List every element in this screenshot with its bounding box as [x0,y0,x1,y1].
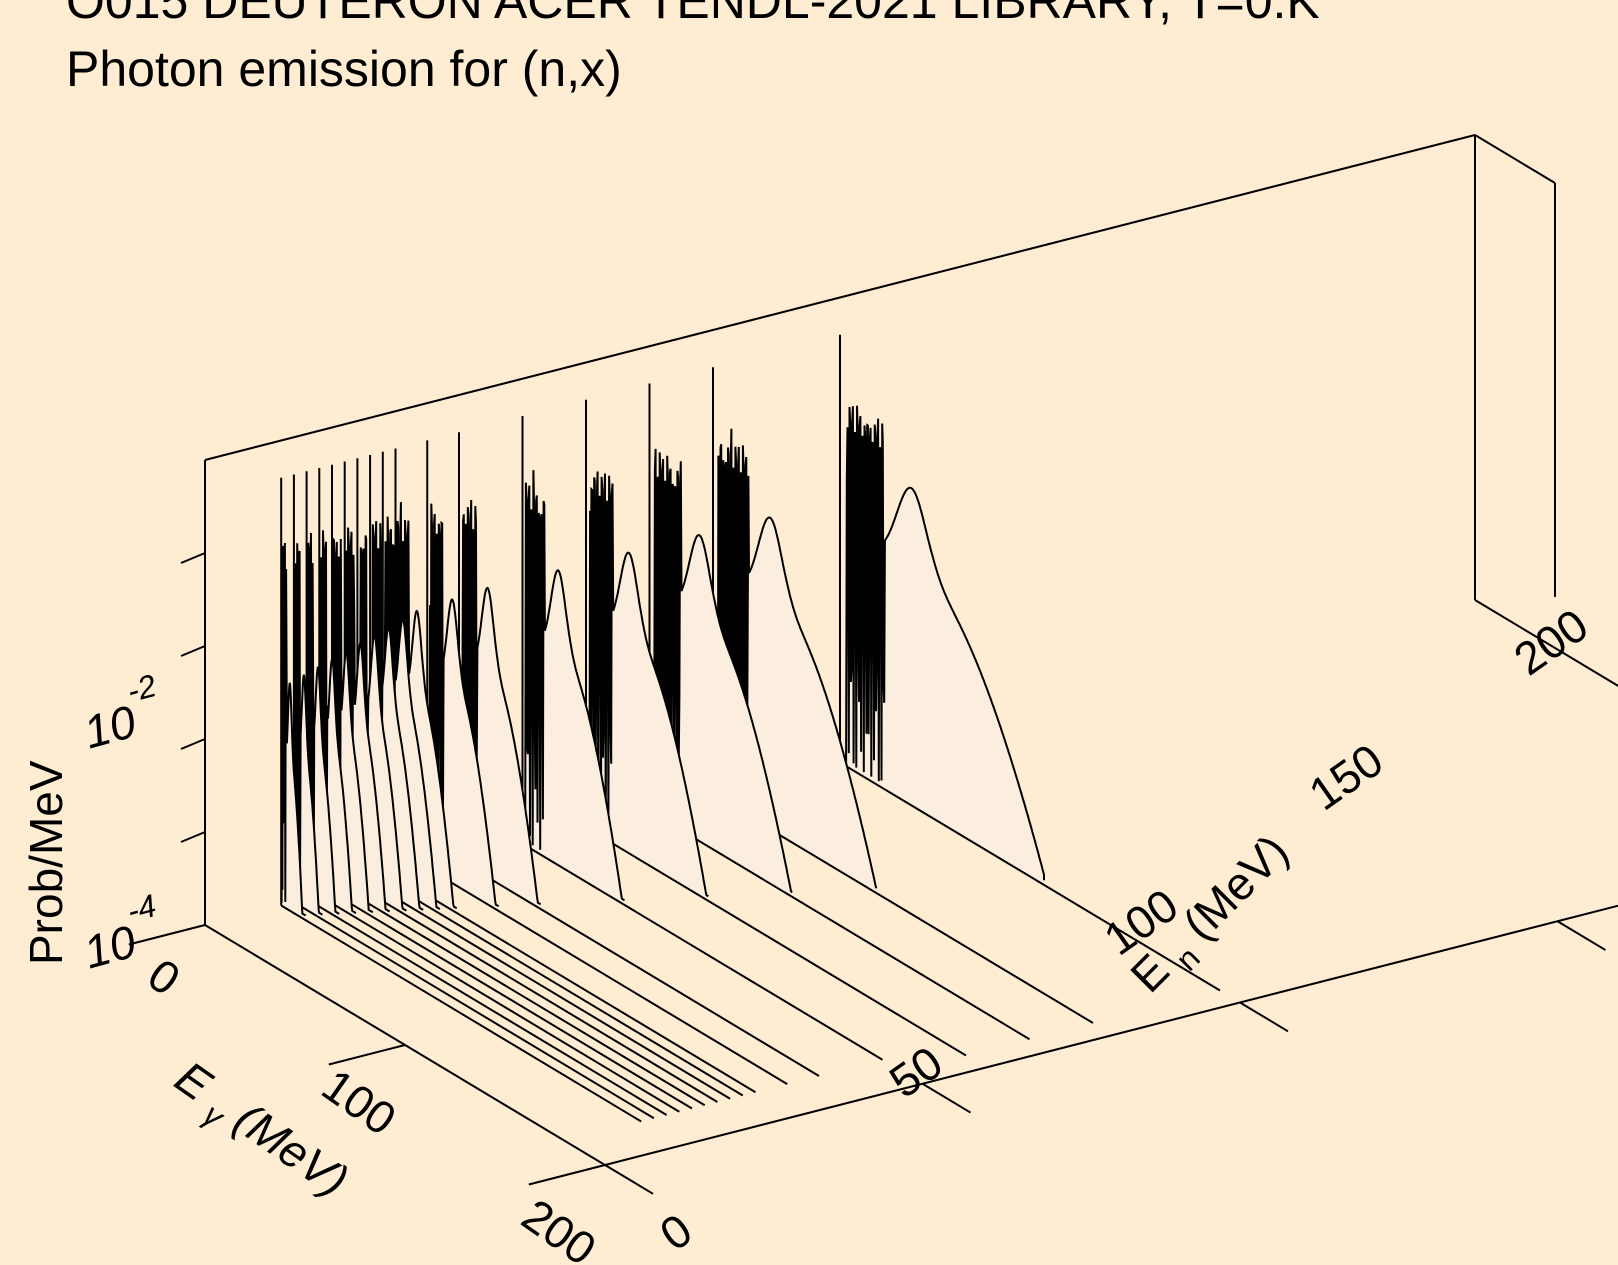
en-label-unit: (MeV) [1173,824,1298,949]
z-tick-label-1e-2: 10 -2 [78,667,160,758]
back-box-frame [204,134,1556,925]
series-line [318,530,357,914]
series-baseline [648,810,1031,1041]
series-line [356,535,407,912]
series-line [280,542,307,917]
series-baseline [318,894,680,1113]
en-tick-label-0: 0 [650,1203,701,1260]
series-baseline [344,888,706,1107]
back-top-edge [204,134,1476,461]
series-baseline [394,875,757,1094]
series-line [649,448,793,894]
series-baseline [356,885,718,1103]
series-baseline [585,826,967,1057]
eg-tick-200 [528,1164,606,1186]
series-fill [281,543,306,921]
chart-title-line1: O015 DEUTERON ACER TENDL-2021 LIBRARY, T… [66,0,1320,29]
en-axis-line [604,904,1618,1166]
y-axis-label: Prob/MeV [20,760,72,965]
series-line [585,471,709,898]
svg-text:E γ (MeV): E γ (MeV) [159,1051,357,1217]
eg-tick-label-100: 100 [313,1059,406,1146]
series-fill [522,470,625,905]
chart-title-line2: Photon emission for (n,x) [66,41,622,97]
series-baseline [280,904,642,1123]
series-fill [427,503,499,911]
z-tick--1 [180,552,206,564]
axis-ticks [128,552,1607,1195]
en-tick-label-200: 200 [1504,599,1597,686]
series-baseline [458,859,820,1077]
eg-tick-0 [128,924,206,946]
series-baseline [306,898,668,1116]
en-label-sub: n [1169,940,1207,978]
series-line [306,532,340,915]
series-en-12 [280,477,642,1123]
series-group [280,334,1221,1123]
series-baseline [369,881,731,1100]
series-line [395,502,458,910]
series-baseline [521,842,884,1061]
series-fill [586,471,709,901]
eg-label-sub: γ [197,1096,232,1136]
z-tick--4 [180,831,206,843]
series-baseline [382,878,744,1097]
series-en-60 [585,399,967,1057]
z-tick-label-1e-4: 10 -4 [78,887,160,978]
eg-axis-label: E γ (MeV) [159,1051,358,1217]
series-line [522,470,625,902]
en-tick-label-150: 150 [1299,734,1392,821]
en-tick-50 [921,1082,972,1114]
z-tick--2 [180,645,206,657]
en-tick-0 [604,1164,654,1195]
series-line [426,503,500,908]
eg-tick-100 [328,1044,406,1066]
en-tick-100 [1239,1001,1289,1033]
series-en-100 [839,334,1221,992]
series-en-35 [426,440,788,1085]
series-line [369,521,424,911]
series-baseline [426,867,788,1085]
right-top-edge [1474,134,1556,184]
series-en-50 [521,415,884,1061]
z-tick--3 [180,738,206,750]
en-tick-label-50: 50 [880,1036,952,1108]
eg-tick-label-200: 200 [513,1189,606,1265]
series-line [331,536,374,914]
series-line [712,428,878,889]
far-floor-edge [1474,599,1618,687]
series-baseline [331,891,693,1110]
series-baseline [293,901,655,1120]
series-fill [840,405,1044,885]
series-line [458,499,542,906]
eg-tick-label-0: 0 [139,948,190,1005]
en-tick-150 [1556,920,1607,951]
series-baseline [839,761,1221,992]
series-line [839,405,1045,881]
